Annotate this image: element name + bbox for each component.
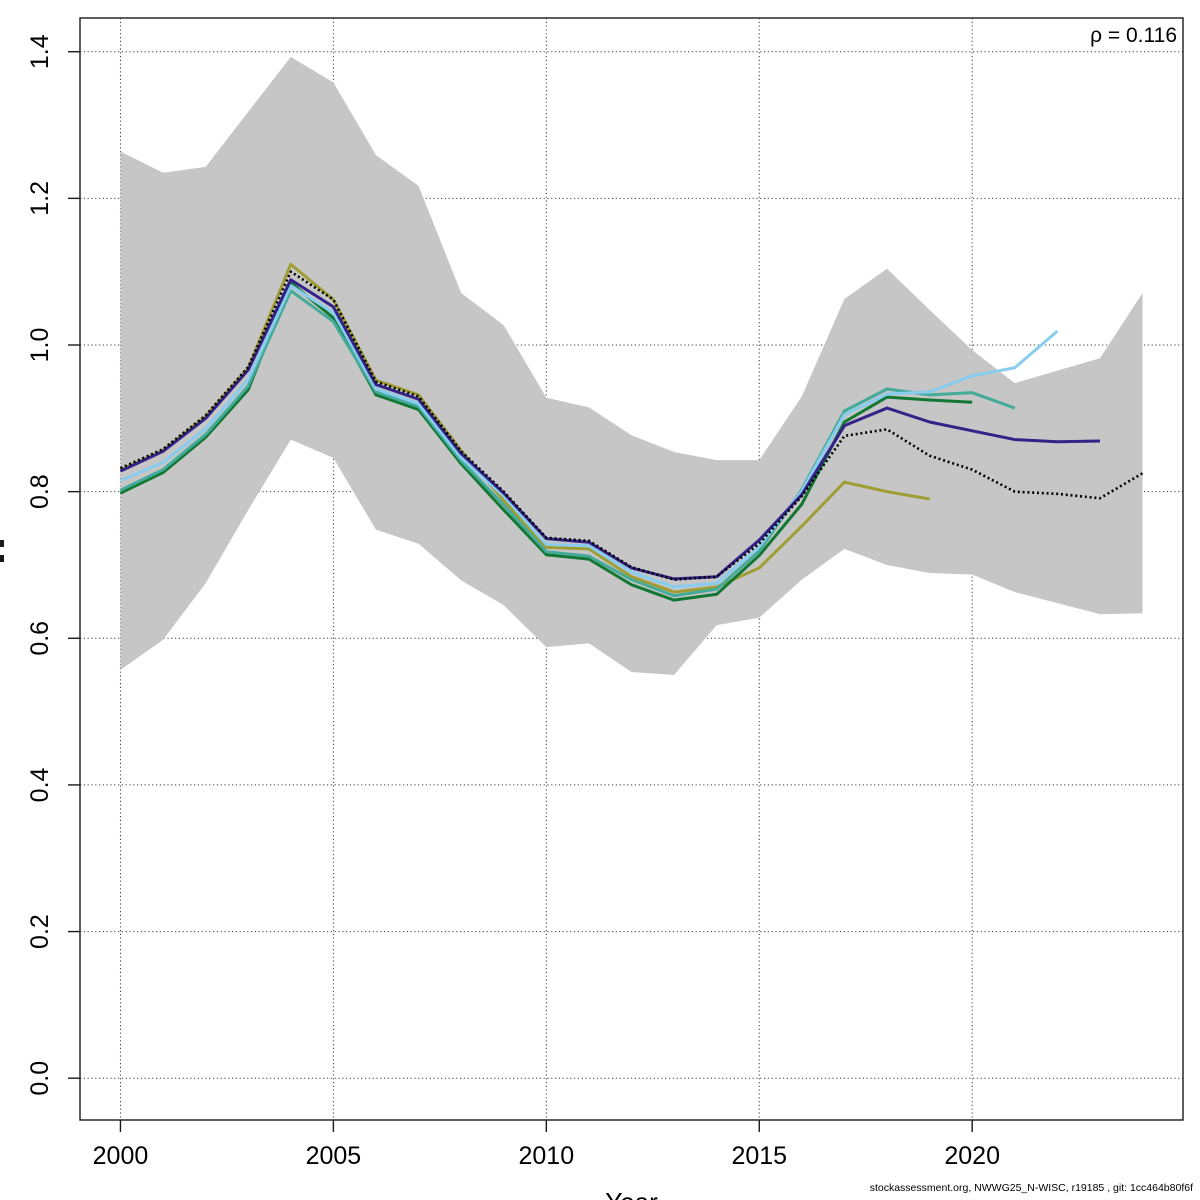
retro-peel-2021 <box>119 289 1016 598</box>
base-run-2024 <box>119 270 1144 581</box>
y-tick-label: 1.0 <box>26 328 54 363</box>
source-note: stockassessment.org, NWWG25_N-WISC, r191… <box>869 1182 1193 1194</box>
x-axis-title: Year <box>0 1187 1200 1200</box>
x-tick-label: 2005 <box>306 1142 362 1170</box>
y-tick-label: 0.4 <box>26 767 54 802</box>
mohns-rho-annotation: ρ = 0.116 <box>1090 24 1177 47</box>
confidence-band <box>120 56 1143 675</box>
x-tick-label: 2010 <box>519 1142 575 1170</box>
retro-peel-2023 <box>119 278 1100 581</box>
y-tick-label: 1.4 <box>26 34 54 69</box>
x-tick-label: 2015 <box>731 1142 787 1170</box>
y-tick-label: 0.0 <box>26 1061 54 1096</box>
y-axis-label-fragment <box>0 540 4 547</box>
x-tick-label: 2020 <box>944 1142 1000 1170</box>
retro-peel-2022 <box>119 284 1059 589</box>
y-tick-label: 1.2 <box>26 181 54 216</box>
y-tick-label: 0.6 <box>26 621 54 656</box>
y-tick-label: 0.2 <box>26 914 54 949</box>
plot-border <box>79 17 1184 1121</box>
x-tick-label: 2000 <box>93 1142 149 1170</box>
y-axis-label-fragment <box>0 555 4 562</box>
y-tick-label: 0.8 <box>26 474 54 509</box>
